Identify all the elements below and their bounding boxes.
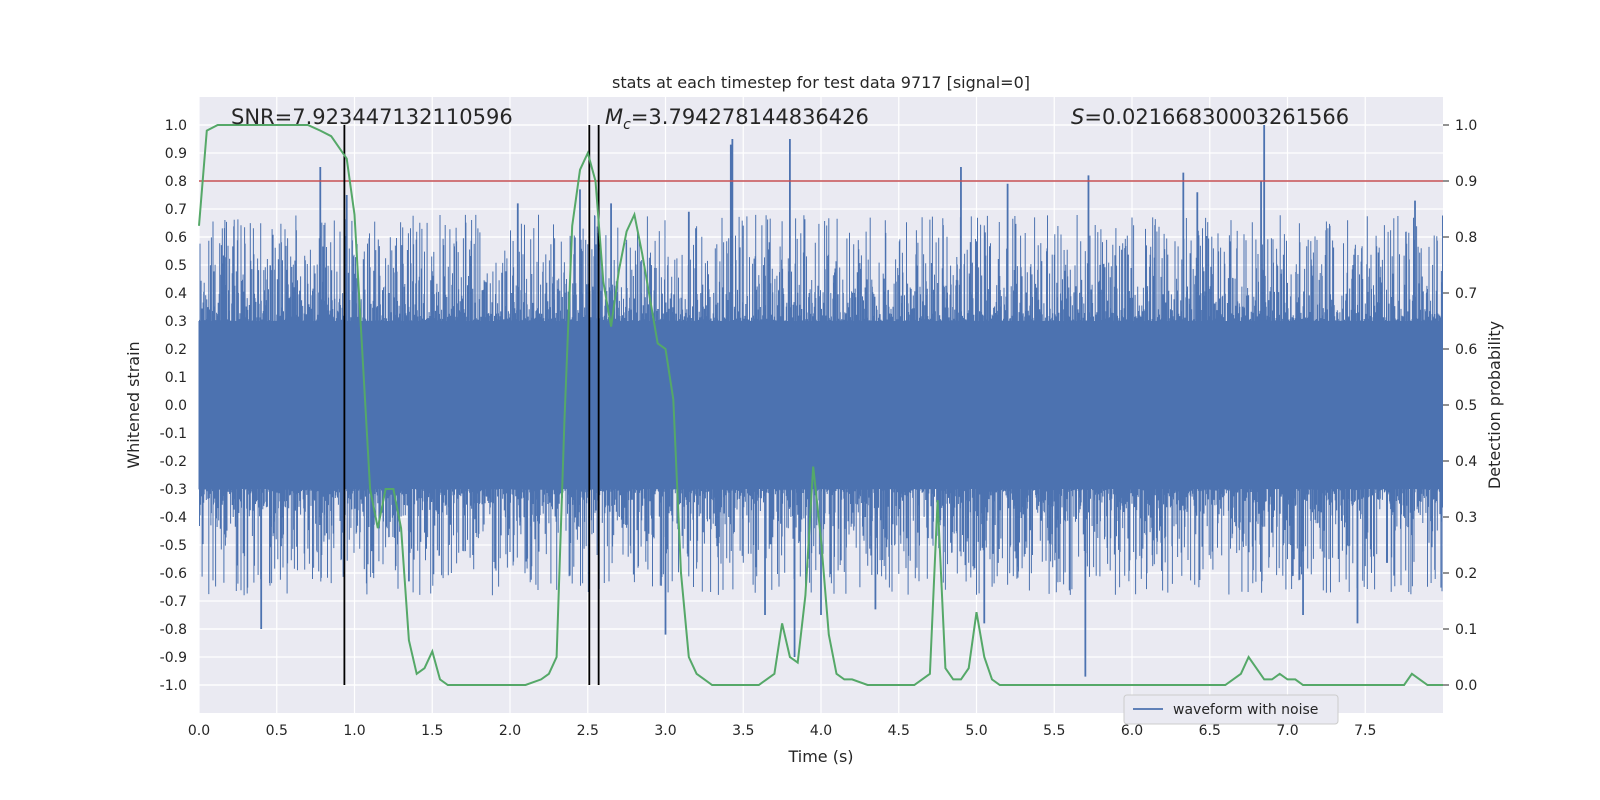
- y-tick-label: 1.0: [165, 118, 187, 134]
- y-tick-label: 0.4: [165, 286, 187, 302]
- y2-axis-ticks: 1.0 0.9 0.8 0.7 0.6 0.5 0.4 0.3 0.2 0.1 0.0: [1443, 118, 1477, 694]
- y2-tick-label: 0.8: [1455, 230, 1477, 246]
- s-annotation: S=0.02166830003261566: [1071, 105, 1349, 129]
- y-tick-label: -0.9: [160, 650, 187, 666]
- y-tick-label: -0.5: [160, 538, 187, 554]
- y2-tick-label: 0.2: [1455, 566, 1477, 582]
- y2-tick-label: 0.9: [1455, 174, 1477, 190]
- snr-annotation: SNR=7.923447132110596: [231, 105, 513, 129]
- y-axis-label: Whitened strain: [124, 341, 143, 468]
- x-tick-label: 6.0: [1121, 723, 1143, 739]
- y2-tick-label: 0.6: [1455, 342, 1477, 358]
- y-tick-label: -0.6: [160, 566, 187, 582]
- x-tick-label: 0.5: [266, 723, 288, 739]
- legend-label: waveform with noise: [1173, 702, 1318, 718]
- s-value: =0.02166830003261566: [1084, 105, 1349, 129]
- legend: waveform with noise: [1123, 694, 1339, 725]
- y-tick-label: 0.6: [165, 230, 187, 246]
- x-axis-label: Time (s): [787, 747, 853, 766]
- mc-symbol: M: [605, 105, 623, 129]
- y-tick-label: -0.8: [160, 622, 187, 638]
- y-tick-label: 0.7: [165, 202, 187, 218]
- y-tick-label: 0.9: [165, 146, 187, 162]
- y2-tick-label: 0.5: [1455, 398, 1477, 414]
- y-tick-label: -0.4: [160, 510, 187, 526]
- chart-title: stats at each timestep for test data 971…: [612, 73, 1030, 92]
- x-tick-label: 1.0: [343, 723, 365, 739]
- y-axis-ticks: 1.0 0.9 0.8 0.7 0.6 0.5 0.4 0.3 0.2 0.1 0.0 -0.1 -0.…: [160, 118, 187, 694]
- y-tick-label: -0.3: [160, 482, 187, 498]
- mc-value: =3.794278144836426: [631, 105, 869, 129]
- detection-probability-series: [198, 124, 1443, 686]
- chirp-mass-annotation: Mc=3.794278144836426: [605, 105, 869, 133]
- x-tick-label: 3.5: [732, 723, 754, 739]
- x-tick-label: 7.5: [1354, 723, 1376, 739]
- x-tick-label: 3.0: [654, 723, 676, 739]
- detection-probability-line: [198, 124, 1443, 686]
- x-tick-label: 5.5: [1043, 723, 1065, 739]
- x-axis-ticks: 0.0 0.5 1.0 1.5 2.0 2.5 3.0 3.5 4.0 4.5 5.0 5.5 6.0 6…: [188, 723, 1377, 739]
- y-tick-label: 0.1: [165, 370, 187, 386]
- y2-tick-label: 0.7: [1455, 286, 1477, 302]
- y2-tick-label: 0.4: [1455, 454, 1477, 470]
- x-tick-label: 5.0: [965, 723, 987, 739]
- y2-tick-label: 0.0: [1455, 678, 1477, 694]
- y2-tick-label: 1.0: [1455, 118, 1477, 134]
- x-tick-label: 2.0: [499, 723, 521, 739]
- y-tick-label: -0.2: [160, 454, 187, 470]
- y-tick-label: 0.2: [165, 342, 187, 358]
- y-tick-label: 0.3: [165, 314, 187, 330]
- legend-box: [1123, 694, 1339, 725]
- y-tick-label: -1.0: [160, 678, 187, 694]
- y-tick-label: 0.0: [165, 398, 187, 414]
- y-tick-label: 0.5: [165, 258, 187, 274]
- x-tick-label: 2.5: [577, 723, 599, 739]
- y-tick-label: -0.1: [160, 426, 187, 442]
- y2-tick-label: 0.3: [1455, 510, 1477, 526]
- x-tick-label: 1.5: [421, 723, 443, 739]
- mc-subscript: c: [623, 117, 631, 133]
- x-tick-label: 4.0: [810, 723, 832, 739]
- y-tick-label: -0.7: [160, 594, 187, 610]
- waveform-series: [198, 125, 1443, 677]
- x-tick-label: 4.5: [888, 723, 910, 739]
- x-tick-label: 6.5: [1199, 723, 1221, 739]
- s-symbol: S: [1071, 105, 1084, 129]
- y2-axis-label: Detection probability: [1485, 321, 1504, 489]
- y2-tick-label: 0.1: [1455, 622, 1477, 638]
- waveform-noise-band: [198, 214, 1443, 596]
- x-tick-label: 7.0: [1276, 723, 1298, 739]
- x-tick-label: 0.0: [188, 723, 210, 739]
- y-tick-label: 0.8: [165, 174, 187, 190]
